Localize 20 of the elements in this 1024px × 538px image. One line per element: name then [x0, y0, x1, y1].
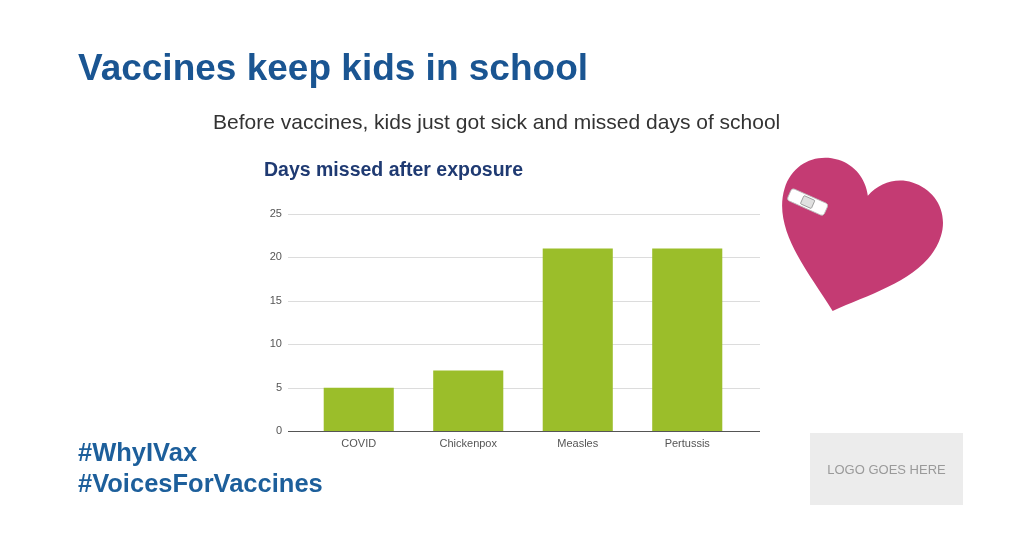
bar	[652, 248, 723, 432]
y-tick-label: 25	[269, 206, 282, 219]
bar	[433, 370, 504, 432]
chart-subtitle: Before vaccines, kids just got sick and missed days of school	[213, 110, 781, 133]
chart-title: Vaccines keep kids in school	[78, 47, 589, 88]
x-tick-label: Measles	[557, 437, 599, 450]
x-tick-label: COVID	[341, 437, 377, 450]
text: LOGO GOES HERE	[827, 461, 946, 477]
x-tick-label: Chickenpox	[439, 437, 498, 450]
text: #VoicesForVaccines	[78, 469, 323, 497]
x-tick-label: Pertussis	[664, 437, 711, 450]
text: #WhyIVax	[78, 438, 198, 466]
bar	[542, 248, 613, 432]
text: Days missed after exposure	[264, 158, 524, 180]
y-tick-label: 0	[275, 424, 282, 437]
y-tick-label: 10	[269, 337, 282, 350]
y-tick-label: 20	[269, 250, 282, 263]
y-tick-label: 15	[269, 293, 282, 306]
bar	[323, 387, 394, 432]
y-tick-label: 5	[275, 380, 282, 393]
